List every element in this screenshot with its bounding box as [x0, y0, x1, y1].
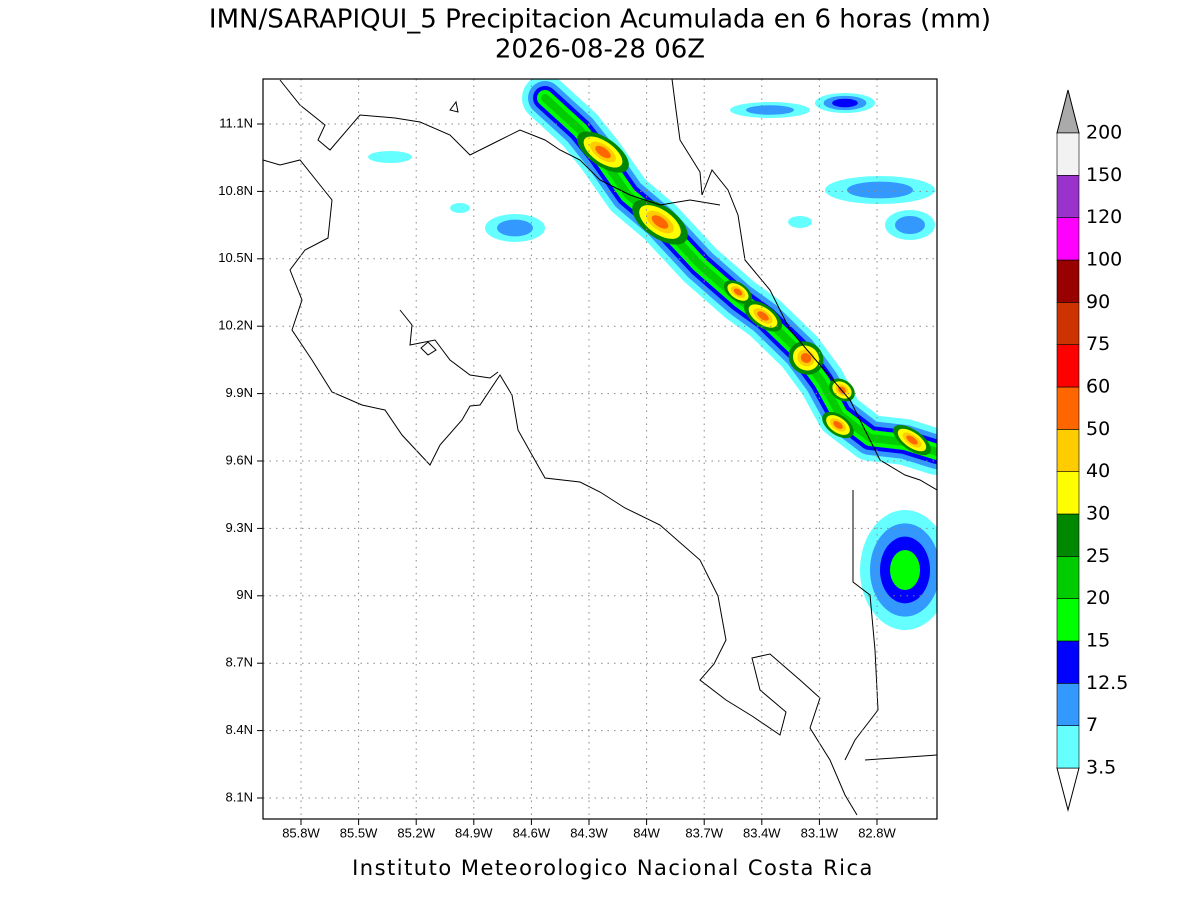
- colorbar-label: 30: [1086, 503, 1110, 525]
- colorbar-label: 90: [1086, 291, 1110, 313]
- precipitation-field: [368, 79, 937, 630]
- rain-patch: [450, 203, 470, 213]
- rain-core: [595, 145, 611, 159]
- caribbean-coast: [671, 79, 937, 491]
- lat-label: 9.9N: [226, 385, 253, 400]
- colorbar-segment: [1056, 386, 1080, 430]
- lon-label: 85.8W: [282, 825, 320, 840]
- colorbar-segment: [1056, 725, 1080, 769]
- colorbar-segment: [1056, 556, 1080, 599]
- title: IMN/SARAPIQUI_5 Precipitacion Acumulada …: [209, 5, 991, 35]
- colorbar-segment: [1056, 471, 1080, 515]
- colorbar-label: 150: [1086, 164, 1122, 186]
- colorbar-segment: [1056, 132, 1080, 176]
- footer: Instituto Meteorologico Nacional Costa R…: [352, 856, 874, 880]
- colorbar-segment: [1056, 513, 1080, 557]
- colorbar-label: 25: [1086, 545, 1110, 567]
- colorbar-label: 20: [1086, 587, 1110, 609]
- colorbar-segment: [1056, 429, 1080, 472]
- lat-label: 8.4N: [226, 722, 253, 737]
- colorbar-segment: [1056, 259, 1080, 303]
- rain-core: [800, 352, 812, 364]
- lon-label: 83.4W: [743, 825, 781, 840]
- colorbar-label: 75: [1086, 333, 1110, 355]
- lat-label: 9.3N: [226, 520, 253, 535]
- rain-patch: [788, 216, 812, 228]
- colorbar-label: 12.5: [1086, 672, 1128, 694]
- subtitle: 2026-08-28 06Z: [495, 35, 705, 65]
- colorbar-segment: [1056, 344, 1080, 388]
- colorbar-segment: [1056, 175, 1080, 218]
- border-line: [279, 79, 721, 206]
- plot-frame: [262, 78, 938, 820]
- lon-label: 84W: [633, 825, 660, 840]
- colorbar-segment: [1056, 302, 1080, 345]
- colorbar-label: 200: [1086, 122, 1122, 144]
- rain-core: [733, 288, 743, 296]
- colorbar-label: 15: [1086, 630, 1110, 652]
- rain-core: [833, 421, 843, 429]
- rain-patch: [895, 216, 925, 234]
- lat-label: 8.7N: [226, 655, 253, 670]
- lon-label: 84.3W: [570, 825, 608, 840]
- colorbar-segment: [1056, 640, 1080, 684]
- rain-core: [651, 215, 669, 229]
- rain-patch: [890, 550, 920, 590]
- coastlines: [263, 79, 937, 816]
- colorbar-segment: [1056, 683, 1080, 726]
- lat-label: 10.8N: [218, 183, 253, 198]
- rain-patch: [832, 98, 858, 108]
- rain-core: [757, 311, 769, 321]
- colorbar-segment: [1056, 217, 1080, 261]
- rain-patch: [368, 151, 412, 163]
- lon-label: 83.7W: [685, 825, 723, 840]
- lon-label: 83.1W: [801, 825, 839, 840]
- colorbar-label: 50: [1086, 418, 1110, 440]
- lon-label: 85.5W: [340, 825, 378, 840]
- lat-label: 8.1N: [226, 789, 253, 804]
- lon-label: 85.2W: [397, 825, 435, 840]
- colorbar-bottom-arrow: [1056, 767, 1080, 812]
- colorbar-label: 100: [1086, 249, 1122, 271]
- lat-label: 9N: [236, 587, 253, 602]
- lon-label: 82.8W: [858, 825, 896, 840]
- rain-core: [906, 435, 918, 445]
- colorbar: 3.5 7 12.5 15 20 25 30 40 50 60 75 90 100 120 150 200: [1056, 89, 1128, 812]
- lon-label: 84.9W: [455, 825, 493, 840]
- rain-patch: [746, 105, 794, 115]
- lon-label: 84.6W: [513, 825, 551, 840]
- lat-label: 10.5N: [218, 250, 253, 265]
- axis-labels: 11.1N 10.8N 10.5N 10.2N 9.9N 9.6N 9.3N 9N 8.7N 8.…: [218, 115, 896, 840]
- colorbar-label: 7: [1086, 714, 1098, 736]
- colorbar-label: 3.5: [1086, 757, 1116, 779]
- colorbar-label: 60: [1086, 376, 1110, 398]
- colorbar-top-arrow: [1056, 89, 1080, 134]
- island: [449, 100, 459, 113]
- rain-patch: [497, 219, 533, 237]
- island: [420, 341, 437, 356]
- lat-label: 9.6N: [226, 452, 253, 467]
- lat-label: 11.1N: [219, 115, 253, 130]
- lat-label: 10.2N: [218, 318, 253, 333]
- gulf-coast: [399, 309, 499, 379]
- colorbar-label: 120: [1086, 206, 1122, 228]
- rain-patch: [847, 181, 913, 199]
- colorbar-label: 40: [1086, 460, 1110, 482]
- colorbar-segment: [1056, 598, 1080, 642]
